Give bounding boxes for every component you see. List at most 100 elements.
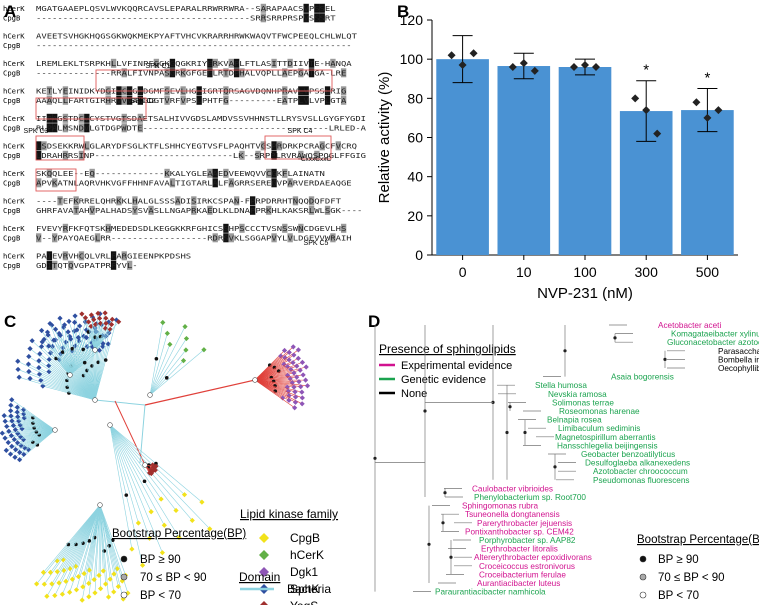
tree-leaf-node (182, 324, 188, 330)
similarity-shade (287, 233, 293, 243)
tree-leaf-node (164, 330, 170, 336)
identity-shade (308, 68, 315, 78)
bootstrap-node (142, 479, 147, 484)
taxon-label: Solimonas terrae (552, 398, 614, 407)
identity-shade (110, 260, 117, 270)
alignment-row-label: CpgB (3, 69, 20, 78)
bar (497, 66, 551, 255)
tree-leaf-node (286, 349, 292, 356)
bootstrap-node (81, 373, 86, 378)
tree-leaf-node (12, 454, 18, 460)
tree-leaf-node (296, 379, 302, 385)
family-legend-marker (259, 550, 269, 560)
similarity-shade (340, 68, 347, 78)
tree-leaf-node (9, 443, 15, 449)
bootstrap-legend-label: 70 ≤ BP < 90 (140, 572, 207, 584)
bootstrap-node (124, 493, 129, 497)
similarity-shade (340, 223, 347, 233)
bootstrap-node (164, 376, 169, 380)
sequence-alignment: hCerK MGATGAAEPLQSVLWVKQQRCAVSLEPARALRRWR… (3, 3, 367, 270)
tree-leaf-node (183, 335, 190, 342)
tree-leaf-node (67, 566, 73, 572)
bootstrap-legend-dot (639, 573, 647, 581)
similarity-shade (164, 68, 170, 78)
similarity-shade (340, 86, 347, 96)
tree-leaf-node (292, 394, 299, 400)
panel-label-d: D (368, 312, 381, 331)
tree-leaf-branch (93, 504, 101, 580)
tree-leaf-branch (47, 334, 71, 376)
similarity-shade (73, 196, 79, 206)
internal-node (147, 392, 153, 398)
tree-leaf-node (92, 325, 98, 331)
similarity-shade (36, 178, 42, 188)
tree-leaf-node (288, 366, 294, 373)
similarity-shade (121, 95, 127, 105)
family-legend-label: YegS (290, 599, 318, 605)
bootstrap-node (54, 356, 58, 361)
tree-leaf-node (3, 447, 9, 453)
tree-leaf-node (26, 353, 32, 360)
tree-leaf-node (80, 584, 86, 590)
similarity-shade (260, 13, 267, 23)
tree-leaf-branch (69, 321, 86, 376)
taxon-label: Nevskia ramosa (548, 390, 607, 399)
x-axis-label: NVP-231 (nM) (537, 285, 633, 302)
similarity-shade (287, 58, 293, 68)
tree-leaf-node (294, 374, 300, 380)
data-point (653, 129, 662, 138)
similarity-shade (84, 141, 90, 151)
alignment-row-label: CpgB (3, 14, 20, 23)
tree-leaf-node (88, 312, 94, 318)
identity-shade (303, 95, 309, 105)
tree-leaf-branch (11, 399, 56, 431)
taxon-label: Desulfoglaeba alkanexedens (585, 459, 690, 468)
alignment-sequence: ----------------------------------------… (36, 14, 336, 23)
data-point (519, 59, 528, 68)
bar (558, 67, 612, 255)
similarity-shade (282, 168, 288, 178)
tree-leaf-branch (74, 330, 96, 401)
identity-shade (46, 123, 53, 133)
similarity-shade (62, 113, 69, 123)
bootstrap-legend-label: BP ≥ 90 (140, 554, 181, 566)
tree-leaf-branch (99, 504, 111, 580)
tree-leaf-branch (62, 504, 101, 595)
tree-leaf-node (97, 585, 104, 592)
similarity-shade (62, 123, 69, 133)
tree-leaf-branch (94, 504, 101, 593)
data-point (631, 94, 640, 103)
similarity-shade (46, 86, 53, 96)
taxon-label: Pontixanthobacter sp. CEM42 (465, 527, 574, 536)
similarity-shade (105, 223, 111, 233)
similarity-shade (223, 68, 229, 78)
similarity-shade (175, 196, 181, 206)
tree-leaf-node (281, 347, 288, 354)
tree-leaf-node (34, 581, 40, 587)
similarity-shade (228, 233, 234, 243)
tree-leaf-branch (94, 312, 106, 351)
family-legend-marker (259, 533, 269, 543)
bootstrap-node (272, 365, 277, 370)
tree-leaf-node (8, 402, 14, 408)
tree-leaf-node (17, 457, 23, 463)
identity-shade (223, 223, 229, 233)
tree-leaf-node (294, 363, 300, 369)
bootstrap-node (81, 347, 86, 352)
tree-leaf-branch (109, 424, 133, 550)
tree-leaf-node (10, 422, 17, 429)
tree-leaf-node (300, 372, 306, 378)
alignment-row-label: CpgB (3, 151, 20, 160)
tree-leaf-node (299, 389, 305, 395)
similarity-shade (41, 141, 47, 151)
tree-leaf-node (77, 323, 83, 329)
tree-leaf-branch (88, 504, 101, 597)
taxon-label: Bombella intestini (718, 355, 759, 364)
alignment-sequence: LREMLEKLTSRPKHLLVFINPFGGKGQGKRIYERKVAPLF… (36, 59, 352, 68)
similarity-shade (169, 178, 176, 188)
similarity-shade (121, 113, 127, 123)
tree-leaf-node (47, 569, 54, 575)
bootstrap-legend-dot (120, 573, 128, 581)
bootstrap-node (508, 405, 512, 409)
